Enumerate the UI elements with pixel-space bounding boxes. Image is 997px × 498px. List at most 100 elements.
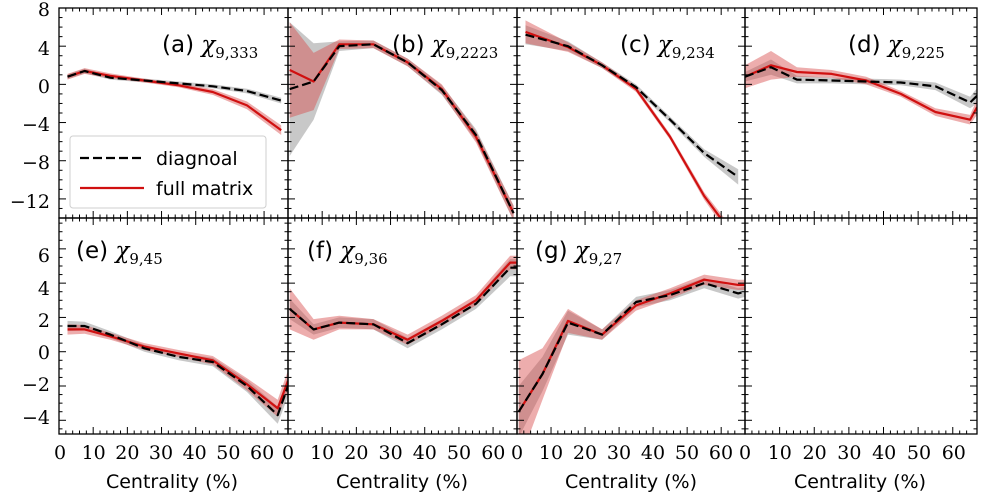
x-tick-label: 40 [641, 442, 665, 464]
full-matrix-band [289, 22, 514, 218]
panel-e [58, 217, 289, 435]
x-axis-col3: 0 10 20 30 40 50 60 [511, 442, 733, 464]
x-tick-label: 0 [511, 442, 523, 464]
y-tick-label: 6 [38, 245, 50, 267]
x-tick-label: 60 [942, 442, 966, 464]
x-tick-label: 40 [872, 442, 896, 464]
x-axis-col2: 0 10 20 30 40 50 60 [282, 442, 505, 464]
plot-area [67, 320, 288, 424]
plot-area [525, 20, 739, 218]
x-tick-label: 50 [907, 442, 931, 464]
x-axis-title-col2: Centrality (%) [336, 471, 468, 493]
x-tick-label: 0 [54, 442, 66, 464]
legend-frame [69, 135, 267, 209]
panel-title-e: (e) χ9,45 [76, 238, 163, 268]
legend-full-label: full matrix [156, 178, 253, 200]
diagonal-series-line [67, 69, 282, 102]
x-tick-label: 30 [379, 442, 403, 464]
x-axis-title-col1: Centrality (%) [106, 471, 238, 493]
x-tick-label: 50 [447, 442, 471, 464]
y-tick-label: −2 [22, 374, 50, 396]
x-tick-label: 50 [675, 442, 699, 464]
panel-c [516, 7, 746, 219]
y-axis-bottom: 6 4 2 0 −2 −4 [22, 245, 50, 429]
diagonal-series-line [525, 33, 739, 178]
panel-title-a: (a) χ9,333 [162, 32, 258, 62]
x-tick-label: 50 [216, 442, 240, 464]
panel-f [287, 217, 518, 435]
y-tick-label: −8 [22, 152, 50, 174]
x-tick-label: 10 [768, 442, 792, 464]
full-matrix-series-line [517, 278, 745, 413]
diagonal-band [525, 25, 739, 185]
x-tick-label: 60 [481, 442, 505, 464]
panel-title-b: (b) χ9,2223 [392, 32, 498, 62]
plot-area [745, 51, 977, 125]
plot-area [517, 274, 745, 434]
panel-frame [744, 217, 978, 435]
y-tick-label: 2 [38, 310, 50, 332]
y-tick-label: 4 [38, 278, 50, 300]
x-tick-label: 40 [183, 442, 207, 464]
y-tick-label: −4 [22, 114, 50, 136]
full-matrix-series-line [525, 30, 722, 218]
y-tick-label: 0 [38, 76, 50, 98]
panel-title-g: (g) χ9,27 [535, 238, 622, 268]
x-tick-label: 20 [803, 442, 827, 464]
diagonal-band [289, 22, 514, 218]
diagonal-series-line [517, 282, 745, 413]
plot-area [288, 255, 517, 349]
x-axis-title-col3: Centrality (%) [565, 471, 697, 493]
legend: diagnoal full matrix [69, 135, 267, 209]
full-matrix-band [518, 274, 745, 434]
diagonal-band [745, 59, 977, 109]
x-tick-label: 10 [539, 442, 563, 464]
ticks [744, 218, 977, 434]
plot-area [289, 22, 515, 218]
x-tick-label: 60 [250, 442, 274, 464]
x-tick-label: 30 [149, 442, 173, 464]
panel-title-c: (c) χ9,234 [620, 32, 715, 62]
x-axis-col4: 0 10 20 30 40 50 60 [739, 442, 966, 464]
diagonal-series-line [289, 43, 515, 214]
panel-title-f: (f) χ9,36 [307, 238, 388, 268]
x-tick-label: 60 [709, 442, 733, 464]
panel-a [58, 7, 289, 219]
y-tick-label: 4 [38, 38, 50, 60]
diagonal-series-line [67, 324, 288, 417]
x-tick-label: 0 [739, 442, 751, 464]
panel-h [744, 217, 978, 435]
panel-b [287, 7, 518, 219]
ticks [287, 218, 517, 434]
x-tick-label: 30 [837, 442, 861, 464]
diagonal-band [289, 259, 517, 349]
full-matrix-series-line [67, 328, 288, 410]
panel-g [516, 217, 746, 435]
y-tick-label: 8 [38, 0, 50, 21]
x-tick-label: 10 [82, 442, 106, 464]
diagonal-series-line [745, 66, 977, 104]
x-tick-label: 20 [573, 442, 597, 464]
plot-layer [58, 7, 978, 435]
x-axis-title-col4: Centrality (%) [794, 471, 926, 493]
full-matrix-series-line [67, 69, 282, 132]
y-axis-top: 8 4 0 −4 −8 −12 [10, 0, 50, 213]
diagonal-series-line [288, 266, 517, 345]
y-tick-label: −12 [10, 191, 50, 213]
panel-title-d: (d) χ9,225 [848, 32, 945, 62]
x-tick-label: 20 [115, 442, 139, 464]
x-axis-col1: 0 10 20 30 40 50 60 [54, 442, 274, 464]
full-matrix-band [745, 51, 977, 125]
full-matrix-band [67, 68, 282, 135]
x-tick-label: 10 [310, 442, 334, 464]
diagonal-band [518, 278, 745, 434]
x-tick-label: 0 [282, 442, 294, 464]
y-tick-label: −4 [22, 407, 50, 429]
legend-diagonal-label: diagnoal [156, 148, 238, 170]
x-tick-label: 30 [607, 442, 631, 464]
x-tick-label: 20 [344, 442, 368, 464]
full-matrix-band [67, 324, 288, 417]
x-tick-label: 40 [413, 442, 437, 464]
y-tick-label: 0 [38, 342, 50, 364]
